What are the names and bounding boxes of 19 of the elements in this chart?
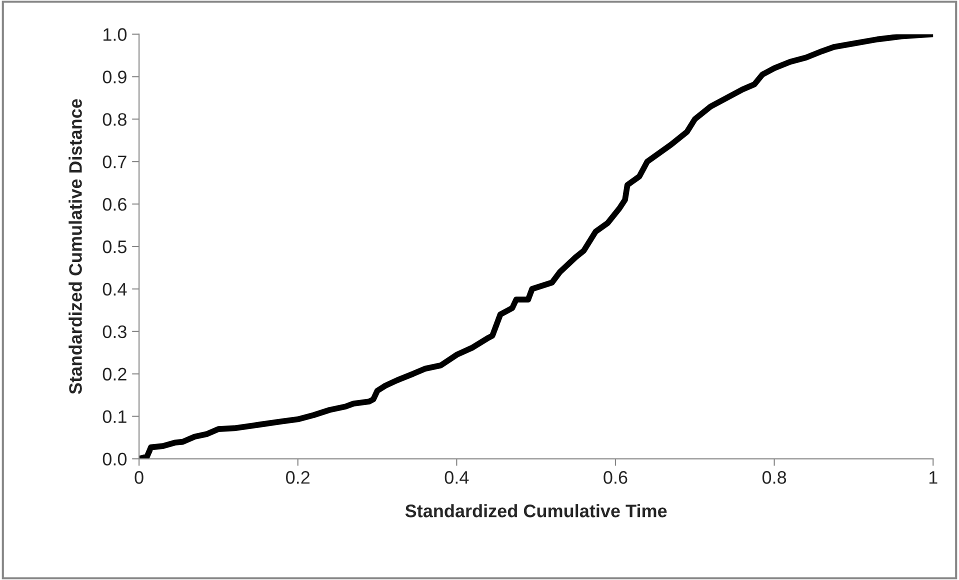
y-tick-label: 0.6 <box>102 198 126 211</box>
y-tick-label: 0.1 <box>102 410 126 424</box>
x-tick-label: 0.8 <box>762 471 786 484</box>
y-tick-label: 0.8 <box>102 113 126 126</box>
x-tick-label: 1 <box>929 471 938 484</box>
y-tick-label: 0.2 <box>102 368 126 381</box>
y-tick-label: 0.5 <box>102 240 126 254</box>
y-tick-label: 0.3 <box>102 325 126 338</box>
y-tick-label: 0.0 <box>102 452 127 466</box>
y-axis-title: Standardized Cumulative Distance <box>68 99 82 394</box>
x-tick-label: 0.6 <box>604 471 628 484</box>
y-tick-label: 1.0 <box>104 28 127 41</box>
x-axis-title: Standardized Cumulative Time <box>405 504 667 518</box>
y-tick-label: 0.4 <box>102 282 127 296</box>
y-tick-label: 0.7 <box>102 156 126 168</box>
x-tick-label: 0.4 <box>444 471 469 484</box>
x-tick-label: 0 <box>134 471 144 484</box>
y-tick-label: 0.9 <box>102 70 126 84</box>
x-tick-label: 0.2 <box>286 471 310 484</box>
